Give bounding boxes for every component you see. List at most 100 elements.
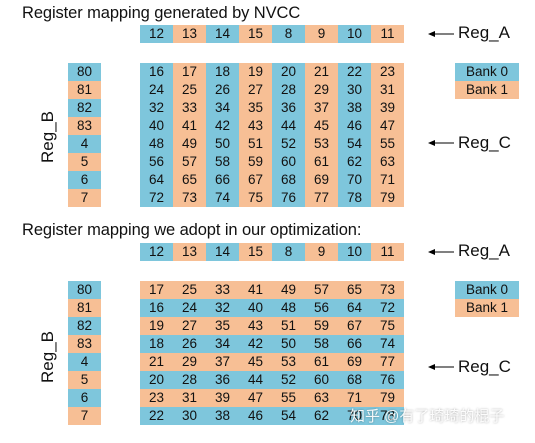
watermark: 知乎 @有了琦琦的棍子 [350, 408, 505, 425]
top-bank-legend: Bank 0 Bank 1 [455, 63, 519, 99]
bank1-legend: Bank 1 [455, 81, 519, 99]
reg-c-row: 19 27 35 43 51 59 67 75 [140, 317, 404, 335]
reg-c-cell: 36 [206, 371, 239, 389]
bottom-reg-c-grid: 17 25 33 41 49 57 65 73 16 24 32 40 48 56 64 72 19 27 35 43… [140, 281, 404, 425]
reg-c-cell: 77 [371, 353, 404, 371]
reg-c-cell: 50 [206, 135, 239, 153]
reg-c-cell: 65 [173, 171, 206, 189]
reg-c-row: 32 33 34 35 36 37 38 39 [140, 99, 404, 117]
reg-c-cell: 33 [206, 281, 239, 299]
reg-c-cell: 18 [206, 63, 239, 81]
reg-c-row: 23 31 39 47 55 63 71 79 [140, 389, 404, 407]
reg-c-cell: 35 [239, 99, 272, 117]
reg-c-cell: 28 [173, 371, 206, 389]
reg-c-cell: 64 [140, 171, 173, 189]
reg-c-cell: 48 [140, 135, 173, 153]
reg-b-cell: 6 [68, 171, 101, 189]
bottom-reg-a-arrow-icon [428, 249, 454, 255]
reg-c-row: 56 57 58 59 60 61 62 63 [140, 153, 404, 171]
reg-c-cell: 53 [272, 353, 305, 371]
bottom-bank-legend: Bank 0 Bank 1 [455, 281, 519, 317]
reg-c-cell: 62 [305, 407, 338, 425]
reg-a-cell: 11 [371, 243, 404, 261]
reg-c-cell: 52 [272, 135, 305, 153]
reg-c-cell: 23 [371, 63, 404, 81]
reg-b-cell: 81 [68, 81, 101, 99]
reg-c-cell: 27 [239, 81, 272, 99]
reg-c-row: 16 17 18 19 20 21 22 23 [140, 63, 404, 81]
reg-c-cell: 61 [305, 353, 338, 371]
reg-c-cell: 17 [140, 281, 173, 299]
reg-c-cell: 51 [272, 317, 305, 335]
reg-c-cell: 34 [206, 335, 239, 353]
reg-c-row: 48 49 50 51 52 53 54 55 [140, 135, 404, 153]
reg-c-cell: 31 [173, 389, 206, 407]
top-reg-a-row: 12 13 14 15 8 9 10 11 [140, 25, 404, 43]
reg-c-row: 22 30 38 46 54 62 70 78 [140, 407, 404, 425]
reg-c-cell: 20 [140, 371, 173, 389]
reg-c-row: 40 41 42 43 44 45 46 47 [140, 117, 404, 135]
reg-c-cell: 77 [305, 189, 338, 207]
reg-c-cell: 47 [371, 117, 404, 135]
reg-c-row: 72 73 74 75 76 77 78 79 [140, 189, 404, 207]
reg-c-row: 17 25 33 41 49 57 65 73 [140, 281, 404, 299]
reg-c-cell: 29 [305, 81, 338, 99]
reg-c-cell: 74 [371, 335, 404, 353]
reg-c-cell: 60 [272, 153, 305, 171]
reg-c-cell: 18 [140, 335, 173, 353]
reg-c-cell: 74 [206, 189, 239, 207]
reg-c-cell: 36 [272, 99, 305, 117]
reg-c-cell: 57 [305, 281, 338, 299]
reg-c-cell: 25 [173, 81, 206, 99]
reg-c-cell: 46 [239, 407, 272, 425]
top-reg-c-grid: 16 17 18 19 20 21 22 23 24 25 26 27 28 29 30 31 32 33 34 35… [140, 63, 404, 207]
reg-c-cell: 52 [272, 371, 305, 389]
reg-b-cell: 7 [68, 189, 101, 207]
reg-c-cell: 58 [305, 335, 338, 353]
bottom-reg-b-column: 80 81 82 83 4 5 6 7 [68, 281, 101, 425]
reg-c-cell: 73 [371, 281, 404, 299]
reg-c-cell: 62 [338, 153, 371, 171]
bottom-reg-a-row: 12 13 14 15 8 9 10 11 [140, 243, 404, 261]
reg-b-cell: 82 [68, 99, 101, 117]
reg-c-cell: 22 [140, 407, 173, 425]
reg-c-cell: 22 [338, 63, 371, 81]
reg-c-cell: 55 [272, 389, 305, 407]
reg-c-cell: 31 [371, 81, 404, 99]
reg-c-cell: 38 [338, 99, 371, 117]
reg-b-cell: 80 [68, 63, 101, 81]
reg-c-cell: 75 [239, 189, 272, 207]
reg-c-cell: 70 [338, 171, 371, 189]
reg-c-cell: 44 [239, 371, 272, 389]
reg-c-cell: 69 [305, 171, 338, 189]
reg-c-cell: 23 [140, 389, 173, 407]
reg-c-cell: 73 [173, 189, 206, 207]
reg-c-row: 64 65 66 67 68 69 70 71 [140, 171, 404, 189]
reg-c-row: 16 24 32 40 48 56 64 72 [140, 299, 404, 317]
reg-c-cell: 66 [338, 335, 371, 353]
reg-c-cell: 35 [206, 317, 239, 335]
reg-c-cell: 67 [239, 171, 272, 189]
reg-c-cell: 30 [338, 81, 371, 99]
top-reg-c-label: Reg_C [458, 133, 511, 152]
reg-c-cell: 71 [371, 171, 404, 189]
reg-b-cell: 83 [68, 117, 101, 135]
reg-b-cell: 4 [68, 353, 101, 371]
reg-a-cell: 14 [206, 243, 239, 261]
reg-c-cell: 63 [371, 153, 404, 171]
reg-a-cell: 10 [338, 25, 371, 43]
reg-c-cell: 39 [206, 389, 239, 407]
reg-c-cell: 54 [338, 135, 371, 153]
reg-b-cell: 7 [68, 407, 101, 425]
reg-a-cell: 9 [305, 25, 338, 43]
bank0-legend: Bank 0 [455, 281, 519, 299]
bank1-legend: Bank 1 [455, 299, 519, 317]
bank0-legend: Bank 0 [455, 63, 519, 81]
reg-a-cell: 15 [239, 25, 272, 43]
reg-a-cell: 13 [173, 243, 206, 261]
reg-c-cell: 19 [239, 63, 272, 81]
reg-a-cell: 13 [173, 25, 206, 43]
reg-c-cell: 21 [305, 63, 338, 81]
reg-b-cell: 82 [68, 317, 101, 335]
reg-a-cell: 12 [140, 25, 173, 43]
